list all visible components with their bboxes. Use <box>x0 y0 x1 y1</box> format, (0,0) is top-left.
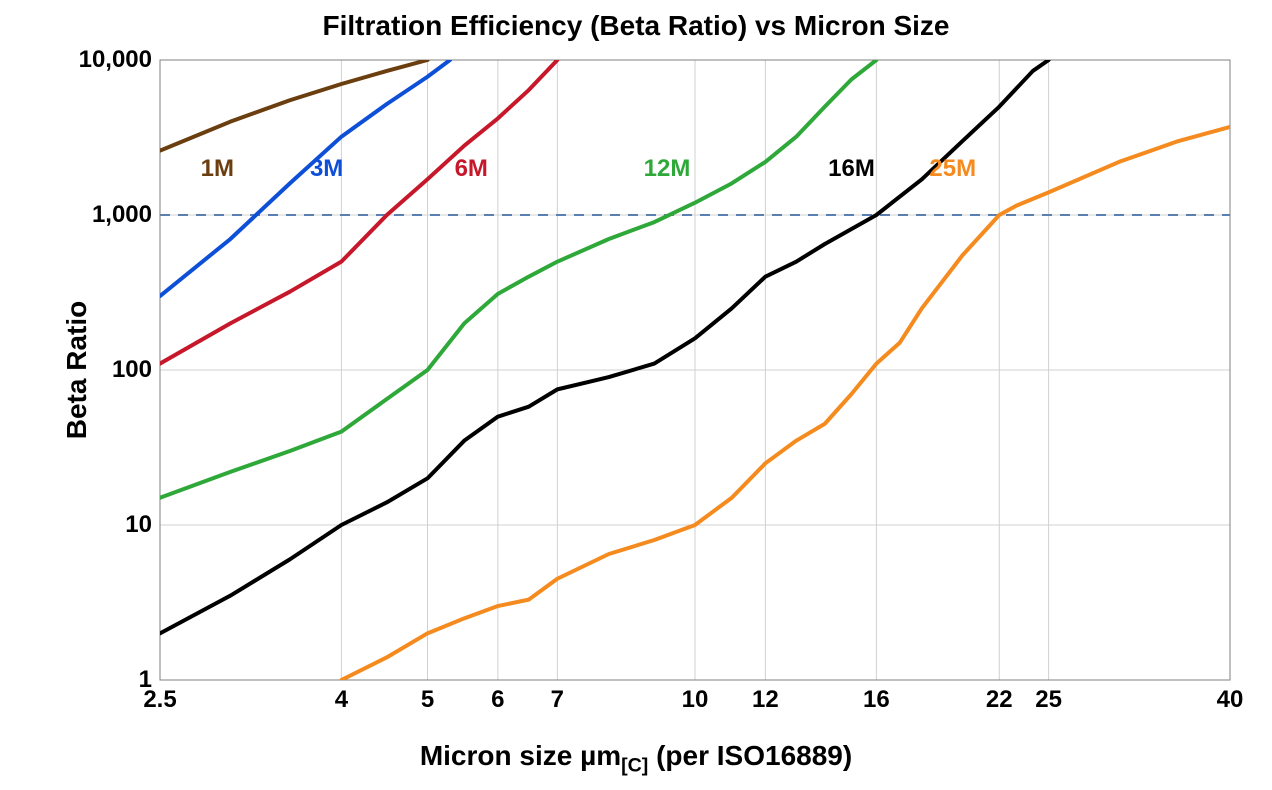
x-tick-label: 25 <box>1035 686 1062 714</box>
y-tick-label: 1,000 <box>92 201 152 229</box>
x-tick-label: 4 <box>335 686 348 714</box>
x-tick-label: 5 <box>421 686 434 714</box>
series-label-12M: 12M <box>644 155 691 183</box>
x-tick-label: 16 <box>863 686 890 714</box>
x-tick-label: 40 <box>1217 686 1244 714</box>
series-label-16M: 16M <box>828 155 875 183</box>
chart-container: Filtration Efficiency (Beta Ratio) vs Mi… <box>0 0 1272 790</box>
y-tick-label: 10,000 <box>79 46 152 74</box>
series-label-1M: 1M <box>201 155 234 183</box>
series-label-3M: 3M <box>310 155 343 183</box>
y-tick-label: 100 <box>112 356 152 384</box>
x-tick-label: 12 <box>752 686 779 714</box>
series-label-25M: 25M <box>929 155 976 183</box>
series-label-6M: 6M <box>455 155 488 183</box>
y-tick-label: 10 <box>125 511 152 539</box>
x-tick-label: 10 <box>682 686 709 714</box>
x-tick-label: 7 <box>551 686 564 714</box>
x-tick-label: 2.5 <box>143 686 176 714</box>
plot-svg <box>0 0 1272 790</box>
x-tick-label: 22 <box>986 686 1013 714</box>
x-tick-label: 6 <box>491 686 504 714</box>
